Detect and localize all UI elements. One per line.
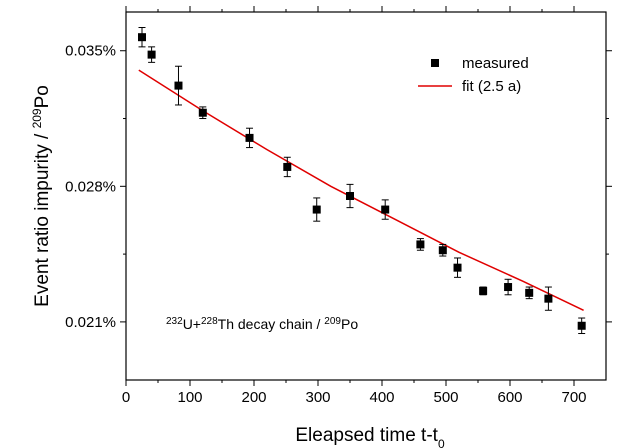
data-points-layer	[138, 26, 586, 335]
x-axis-title-main: Eleapsed time t-t	[295, 425, 438, 446]
annotation-sup-1: 232	[166, 316, 183, 327]
data-point	[525, 286, 534, 300]
data-point	[198, 106, 207, 120]
legend-measured-marker	[431, 59, 439, 67]
data-point	[479, 286, 488, 296]
legend: measured fit (2.5 a)	[418, 55, 529, 95]
data-point	[138, 26, 146, 48]
data-point-marker	[544, 294, 553, 303]
x-axis-title: Eleapsed time t-t0	[295, 425, 445, 448]
data-point	[174, 65, 183, 106]
data-point-marker	[283, 162, 292, 171]
x-tick-label: 300	[305, 389, 330, 406]
annotation-part-3: Po	[341, 316, 358, 332]
data-point	[245, 127, 254, 149]
data-point	[147, 46, 156, 63]
x-tick-label: 400	[369, 389, 394, 406]
data-point	[283, 156, 292, 178]
data-point-marker	[312, 205, 321, 214]
axis-ticks	[120, 6, 612, 386]
x-tick-label: 100	[177, 389, 202, 406]
annotation-sup-2: 228	[201, 316, 218, 327]
fit-curve-layer	[138, 69, 584, 311]
data-point	[416, 238, 425, 251]
x-tick-label: 600	[497, 389, 522, 406]
data-point	[438, 243, 447, 257]
annotation-part-2: Th decay chain /	[218, 316, 325, 332]
data-point-marker	[416, 240, 425, 249]
y-axis-title-superscript: 209	[30, 108, 44, 128]
fit-curve	[138, 69, 584, 311]
data-point-marker	[438, 246, 447, 255]
data-point-marker	[198, 108, 207, 117]
annotation-sup-3: 209	[324, 316, 341, 327]
x-axis-title-subscript: 0	[438, 437, 445, 448]
y-tick-label: 0.035%	[65, 43, 116, 60]
x-tick-label: 700	[561, 389, 586, 406]
data-point-marker	[453, 263, 462, 272]
data-point-marker	[174, 81, 183, 90]
data-point	[577, 317, 586, 335]
y-axis-title-main: Event ratio impurity /	[32, 128, 53, 306]
data-point-marker	[138, 33, 146, 42]
y-tick-label: 0.028%	[65, 178, 116, 195]
data-point-marker	[479, 286, 488, 295]
annotation-part-1: U+	[183, 316, 201, 332]
data-point-marker	[525, 288, 534, 297]
data-point-marker	[346, 192, 354, 200]
data-point-marker	[381, 205, 390, 214]
data-point-marker	[504, 283, 513, 292]
data-point	[381, 199, 390, 220]
data-point	[504, 278, 513, 296]
x-tick-label: 200	[241, 389, 266, 406]
data-point	[346, 183, 354, 209]
x-tick-label: 500	[433, 389, 458, 406]
data-point-marker	[577, 321, 586, 330]
data-point	[312, 197, 321, 222]
y-axis-title: Event ratio impurity / 209Po	[30, 85, 53, 307]
legend-measured-label: measured	[462, 55, 529, 72]
data-point-marker	[147, 50, 156, 59]
data-point	[453, 257, 462, 278]
y-axis-title-tail: Po	[32, 85, 53, 108]
x-tick-label: 0	[122, 389, 130, 406]
plot-frame	[125, 11, 607, 381]
legend-fit-label: fit (2.5 a)	[462, 78, 521, 95]
decay-chain-annotation: 232U+228Th decay chain / 209Po	[166, 316, 358, 333]
tick-labels: 0 100 200 300 400 500 600 700 0.021% 0.028% 0.035%	[65, 43, 586, 406]
data-point	[544, 286, 553, 311]
y-tick-label: 0.021%	[65, 314, 116, 331]
data-point-marker	[245, 133, 254, 142]
